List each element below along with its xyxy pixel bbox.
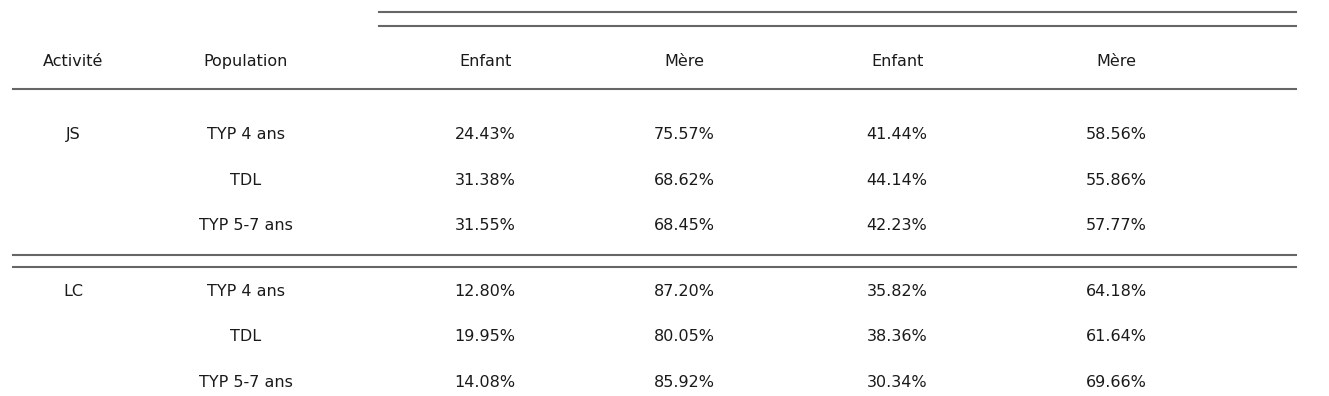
Text: Mère: Mère <box>664 54 704 69</box>
Text: 68.62%: 68.62% <box>654 173 715 188</box>
Text: 87.20%: 87.20% <box>654 284 715 299</box>
Text: 64.18%: 64.18% <box>1086 284 1147 299</box>
Text: Activité: Activité <box>43 54 104 69</box>
Text: TYP 4 ans: TYP 4 ans <box>207 127 284 142</box>
Text: 44.14%: 44.14% <box>867 173 928 188</box>
Text: 24.43%: 24.43% <box>455 127 516 142</box>
Text: 55.86%: 55.86% <box>1086 173 1147 188</box>
Text: 31.55%: 31.55% <box>455 218 516 233</box>
Text: 19.95%: 19.95% <box>455 329 516 344</box>
Text: 12.80%: 12.80% <box>455 284 516 299</box>
Text: 80.05%: 80.05% <box>654 329 715 344</box>
Text: 30.34%: 30.34% <box>867 375 928 390</box>
Text: Mère: Mère <box>1096 54 1136 69</box>
Text: Enfant: Enfant <box>459 54 512 69</box>
Text: 68.45%: 68.45% <box>654 218 715 233</box>
Text: TYP 5-7 ans: TYP 5-7 ans <box>199 375 292 390</box>
Text: 31.38%: 31.38% <box>455 173 516 188</box>
Text: JS: JS <box>65 127 81 142</box>
Text: 14.08%: 14.08% <box>455 375 516 390</box>
Text: 61.64%: 61.64% <box>1086 329 1147 344</box>
Text: TDL: TDL <box>230 329 262 344</box>
Text: Enfant: Enfant <box>870 54 924 69</box>
Text: TDL: TDL <box>230 173 262 188</box>
Text: 75.57%: 75.57% <box>654 127 715 142</box>
Text: TYP 5-7 ans: TYP 5-7 ans <box>199 218 292 233</box>
Text: 35.82%: 35.82% <box>867 284 928 299</box>
Text: TYP 4 ans: TYP 4 ans <box>207 284 284 299</box>
Text: 42.23%: 42.23% <box>867 218 928 233</box>
Text: 41.44%: 41.44% <box>867 127 928 142</box>
Text: 69.66%: 69.66% <box>1086 375 1147 390</box>
Text: LC: LC <box>62 284 84 299</box>
Text: 85.92%: 85.92% <box>654 375 715 390</box>
Text: 38.36%: 38.36% <box>867 329 928 344</box>
Text: 58.56%: 58.56% <box>1086 127 1147 142</box>
Text: 57.77%: 57.77% <box>1086 218 1147 233</box>
Text: Population: Population <box>203 54 288 69</box>
